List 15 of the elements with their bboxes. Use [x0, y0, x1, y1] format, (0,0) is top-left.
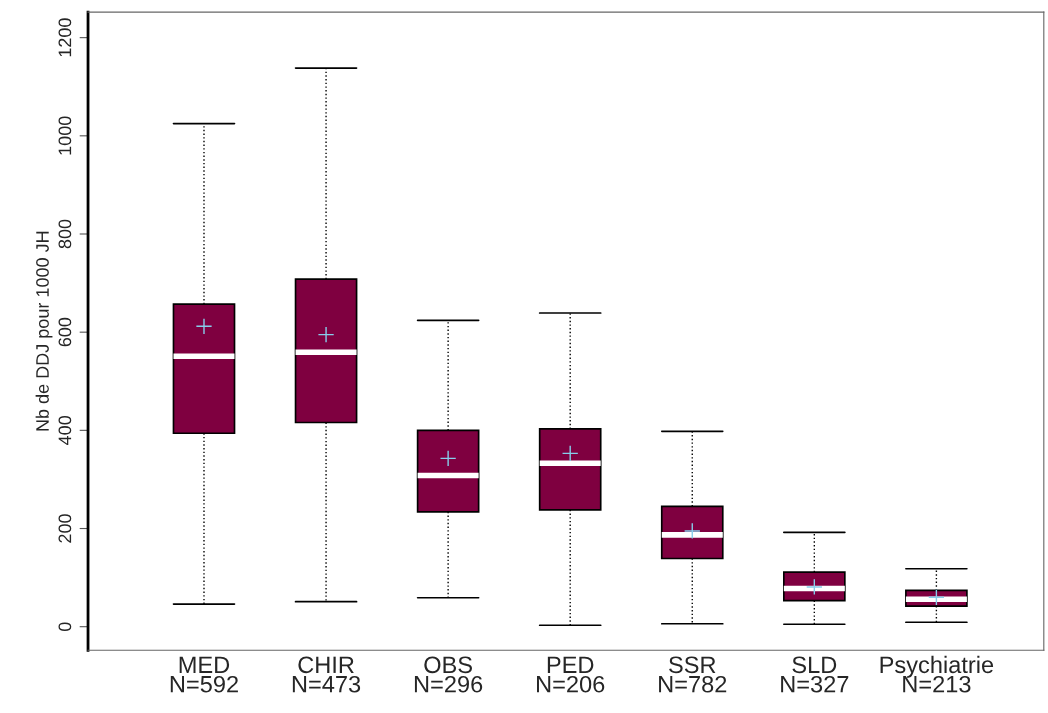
x-tick-label: SSR N=782	[659, 656, 727, 693]
x-tick-label: MED N=592	[170, 656, 238, 693]
x-tick-label: Psychiatrie N=213	[880, 655, 994, 693]
y-tick-label: 1200	[58, 18, 72, 57]
y-tick-label: 0	[58, 622, 72, 632]
x-tick-label: SLD N=327	[781, 656, 849, 693]
y-tick-label: 600	[58, 317, 72, 347]
y-axis-title: Nb de DDJ pour 1000 JH	[35, 231, 53, 431]
y-tick-label: 400	[58, 415, 72, 445]
x-tick-label: OBS N=296	[414, 656, 483, 693]
x-tick-label: PED N=206	[537, 656, 605, 693]
x-tick-label: CHIR N=473	[292, 656, 361, 693]
y-tick-label: 200	[58, 514, 72, 543]
y-tick-label: 1000	[58, 116, 72, 155]
y-tick-label: 800	[58, 219, 72, 249]
